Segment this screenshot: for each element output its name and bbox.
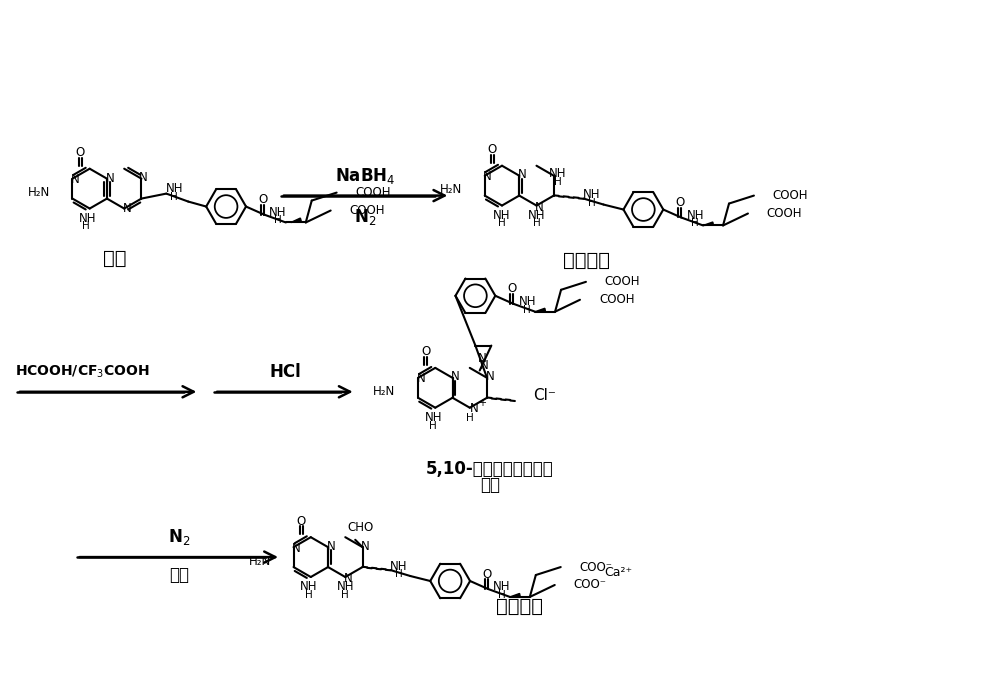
Text: COOH: COOH: [773, 189, 808, 202]
Text: N: N: [451, 370, 460, 383]
Text: H: H: [533, 219, 540, 228]
Text: 酸盐: 酸盐: [480, 477, 500, 494]
Text: COOH: COOH: [599, 293, 634, 306]
Text: H₂N: H₂N: [373, 385, 395, 398]
Text: N: N: [327, 540, 335, 552]
Text: H: H: [429, 420, 437, 431]
Text: COOH: COOH: [350, 204, 385, 217]
Text: N: N: [71, 173, 80, 186]
Text: O: O: [488, 144, 497, 156]
Text: N: N: [483, 170, 492, 183]
Text: 四氢叶酸: 四氢叶酸: [563, 250, 610, 270]
Text: H: H: [691, 219, 699, 228]
Text: H: H: [554, 177, 562, 187]
Text: N: N: [478, 352, 487, 365]
Text: O: O: [507, 282, 516, 295]
Text: N: N: [361, 540, 370, 552]
Text: 哌喗: 哌喗: [169, 566, 189, 584]
Text: NH: NH: [518, 295, 536, 308]
Text: +: +: [478, 397, 486, 408]
Text: NH: NH: [337, 580, 354, 594]
Polygon shape: [703, 222, 713, 225]
Text: H: H: [341, 590, 349, 600]
Text: O: O: [482, 567, 491, 581]
Text: N: N: [470, 402, 479, 415]
Text: COOH: COOH: [767, 207, 802, 220]
Text: CHO: CHO: [347, 521, 373, 534]
Text: N: N: [535, 201, 544, 214]
Text: Ca²⁺: Ca²⁺: [604, 565, 633, 579]
Text: N: N: [123, 202, 132, 215]
Text: N: N: [139, 171, 148, 184]
Text: O: O: [297, 515, 306, 528]
Text: Cl⁻: Cl⁻: [533, 389, 556, 403]
Text: H: H: [305, 590, 313, 600]
Text: O: O: [421, 345, 430, 358]
Text: H: H: [170, 192, 178, 202]
Text: NH: NH: [583, 188, 600, 201]
Text: N$_2$: N$_2$: [168, 527, 190, 547]
Text: H: H: [466, 413, 474, 422]
Text: H₂N: H₂N: [440, 183, 462, 196]
Text: NH: NH: [549, 167, 566, 180]
Text: H: H: [588, 198, 595, 208]
Text: H: H: [395, 569, 402, 579]
Text: NaBH$_4$: NaBH$_4$: [335, 166, 396, 185]
Text: O: O: [258, 193, 267, 206]
Text: NH: NH: [269, 206, 287, 219]
Text: NH: NH: [425, 411, 442, 424]
Text: COOH: COOH: [356, 186, 391, 199]
Text: NH: NH: [166, 182, 183, 195]
Text: H: H: [498, 590, 506, 600]
Text: NH: NH: [686, 209, 704, 222]
Text: NH: NH: [493, 209, 511, 222]
Text: N: N: [106, 172, 114, 185]
Text: HCOOH/CF$_3$COOH: HCOOH/CF$_3$COOH: [15, 364, 150, 380]
Text: 亚叶酸馒: 亚叶酸馒: [496, 597, 543, 616]
Text: COO⁻: COO⁻: [580, 561, 613, 573]
Text: NH: NH: [300, 580, 318, 594]
Text: N: N: [486, 370, 494, 383]
Text: N: N: [417, 372, 425, 385]
Text: N: N: [292, 542, 301, 554]
Text: HCl: HCl: [269, 363, 301, 381]
Polygon shape: [291, 218, 301, 223]
Polygon shape: [535, 308, 545, 311]
Text: O: O: [675, 196, 684, 209]
Text: H₂N: H₂N: [28, 186, 50, 199]
Text: N$_2$: N$_2$: [354, 207, 377, 227]
Text: COOH: COOH: [605, 276, 640, 288]
Text: H₂N: H₂N: [249, 554, 271, 567]
Text: N: N: [518, 168, 527, 181]
Text: NH: NH: [79, 212, 96, 225]
Text: O: O: [76, 146, 85, 159]
Text: NH: NH: [390, 560, 407, 573]
Text: H: H: [82, 221, 90, 232]
Text: H: H: [274, 215, 282, 225]
Text: N: N: [344, 571, 353, 584]
Text: 叶酸: 叶酸: [103, 249, 126, 268]
Text: NH: NH: [493, 580, 511, 594]
Text: NH: NH: [528, 209, 545, 222]
Text: COO⁻: COO⁻: [574, 578, 607, 592]
Polygon shape: [510, 594, 520, 597]
Text: H: H: [498, 219, 506, 228]
Text: N: N: [480, 359, 488, 372]
Text: 5,10-亚甲基四氢叶酸盐: 5,10-亚甲基四氢叶酸盐: [426, 460, 554, 479]
Text: H: H: [523, 305, 531, 315]
